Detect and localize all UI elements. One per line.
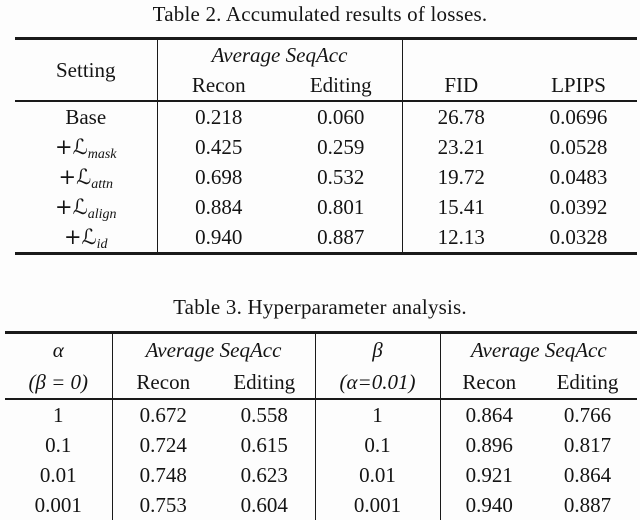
table-cell: 0.884 bbox=[156, 192, 280, 222]
table3-header-recon2: Recon bbox=[439, 366, 538, 399]
table2-header-fid: FID bbox=[401, 70, 520, 101]
table2-caption: Table 2. Accumulated results of losses. bbox=[152, 2, 488, 26]
table-cell: 0.940 bbox=[439, 490, 538, 520]
table3-header-recon1: Recon bbox=[111, 366, 214, 399]
table2-header-setting: Setting bbox=[55, 57, 116, 82]
table3-header-editing1: Editing bbox=[233, 369, 296, 394]
table3-row-2: 0.1 0.724 0.615 0.1 0.896 0.817 bbox=[5, 430, 637, 460]
table-cell: 0.801 bbox=[317, 194, 365, 219]
table-cell: 0.060 bbox=[280, 100, 402, 132]
table-cell: 0.259 bbox=[317, 134, 365, 159]
table3-header-editing2: Editing bbox=[556, 369, 619, 394]
table2-header-recon: Recon bbox=[156, 70, 280, 101]
row-label: +ℒattn bbox=[58, 164, 113, 192]
table3-header-group2-seqacc: Average SeqAcc bbox=[439, 332, 637, 366]
table-cell: 15.41 bbox=[401, 192, 520, 222]
table-cell: 0.0528 bbox=[549, 134, 608, 159]
table-cell: 0.724 bbox=[111, 430, 214, 460]
table-cell: 0.940 bbox=[156, 222, 280, 254]
table2: Setting Average SeqAcc Recon Editing FID… bbox=[15, 37, 637, 255]
table-cell: 0.001 bbox=[34, 492, 82, 517]
table3-header-alpha-condition: (β = 0) bbox=[28, 369, 89, 394]
table3-row-1: 1 0.672 0.558 1 0.864 0.766 bbox=[5, 398, 637, 430]
table-cell: 0.615 bbox=[240, 432, 288, 457]
table-cell: 0.672 bbox=[111, 398, 214, 430]
table2-row-id: +ℒid 0.940 0.887 12.13 0.0328 bbox=[15, 222, 637, 254]
table-cell: 0.864 bbox=[563, 462, 612, 487]
table-cell: 0.604 bbox=[240, 492, 288, 517]
row-label: +ℒid bbox=[63, 224, 108, 252]
table3-row-4: 0.001 0.753 0.604 0.001 0.940 0.887 bbox=[5, 490, 637, 520]
table-cell: 0.532 bbox=[317, 164, 365, 189]
table-cell: 0.864 bbox=[439, 398, 538, 430]
table-cell: 0.1 bbox=[45, 432, 72, 457]
table3-header-beta: β bbox=[314, 332, 440, 366]
table2-row-align: +ℒalign 0.884 0.801 15.41 0.0392 bbox=[15, 192, 637, 222]
table-cell: 0.0392 bbox=[549, 194, 608, 219]
table-cell: 0.001 bbox=[314, 490, 440, 520]
table-cell: 0.01 bbox=[314, 460, 440, 490]
table2-header-row-2: Recon Editing FID LPIPS bbox=[15, 70, 637, 101]
row-label: Base bbox=[15, 100, 157, 132]
table2-header-editing: Editing bbox=[309, 72, 372, 97]
table-cell: 0.01 bbox=[39, 462, 77, 487]
table-cell: 26.78 bbox=[401, 100, 520, 132]
table-cell: 0.0696 bbox=[520, 100, 637, 132]
table-cell: 0.887 bbox=[317, 224, 365, 249]
table-cell: 0.558 bbox=[214, 398, 315, 430]
table2-header-group-seqacc: Average SeqAcc bbox=[156, 38, 402, 70]
table-cell: 0.0483 bbox=[549, 164, 608, 189]
table2-header-lpips: LPIPS bbox=[551, 72, 606, 97]
table-cell: 0.623 bbox=[240, 462, 288, 487]
table-cell: 0.766 bbox=[538, 398, 637, 430]
table3: α Average SeqAcc β Average SeqAcc (β = 0… bbox=[5, 331, 637, 520]
table-cell: 23.21 bbox=[401, 132, 520, 162]
table3-header-row-2: (β = 0) Recon Editing (α=0.01) Recon Edi… bbox=[5, 366, 637, 399]
table-cell: 0.698 bbox=[156, 162, 280, 192]
table-cell: 0.817 bbox=[563, 432, 612, 457]
table-cell: 1 bbox=[314, 398, 440, 430]
table3-header-row-1: α Average SeqAcc β Average SeqAcc bbox=[5, 332, 637, 366]
table-cell: 0.753 bbox=[111, 490, 214, 520]
table3-header-beta-condition: (α=0.01) bbox=[314, 366, 440, 399]
table3-row-3: 0.01 0.748 0.623 0.01 0.921 0.864 bbox=[5, 460, 637, 490]
table-cell: 12.13 bbox=[401, 222, 520, 254]
table3-header-alpha: α bbox=[52, 337, 64, 362]
table-cell: 0.218 bbox=[156, 100, 280, 132]
row-label: +ℒalign bbox=[54, 194, 117, 222]
table-cell: 0.425 bbox=[156, 132, 280, 162]
table2-row-mask: +ℒmask 0.425 0.259 23.21 0.0528 bbox=[15, 132, 637, 162]
table-cell: 19.72 bbox=[401, 162, 520, 192]
table-cell: 0.921 bbox=[439, 460, 538, 490]
table2-row-attn: +ℒattn 0.698 0.532 19.72 0.0483 bbox=[15, 162, 637, 192]
table2-header-group-spacer bbox=[401, 38, 637, 70]
table-cell: 0.1 bbox=[314, 430, 440, 460]
table2-header-row-1: Setting Average SeqAcc bbox=[15, 38, 637, 82]
table-cell: 1 bbox=[5, 398, 112, 430]
table-cell: 0.896 bbox=[439, 430, 538, 460]
table-cell: 0.887 bbox=[563, 492, 612, 517]
table3-header-group1-seqacc: Average SeqAcc bbox=[111, 332, 315, 366]
table-cell: 0.748 bbox=[111, 460, 214, 490]
table3-caption: Table 3. Hyperparameter analysis. bbox=[173, 295, 467, 319]
table-cell: 0.0328 bbox=[549, 224, 608, 249]
row-label: +ℒmask bbox=[54, 134, 117, 162]
table2-row-base: Base 0.218 0.060 26.78 0.0696 bbox=[15, 100, 637, 132]
